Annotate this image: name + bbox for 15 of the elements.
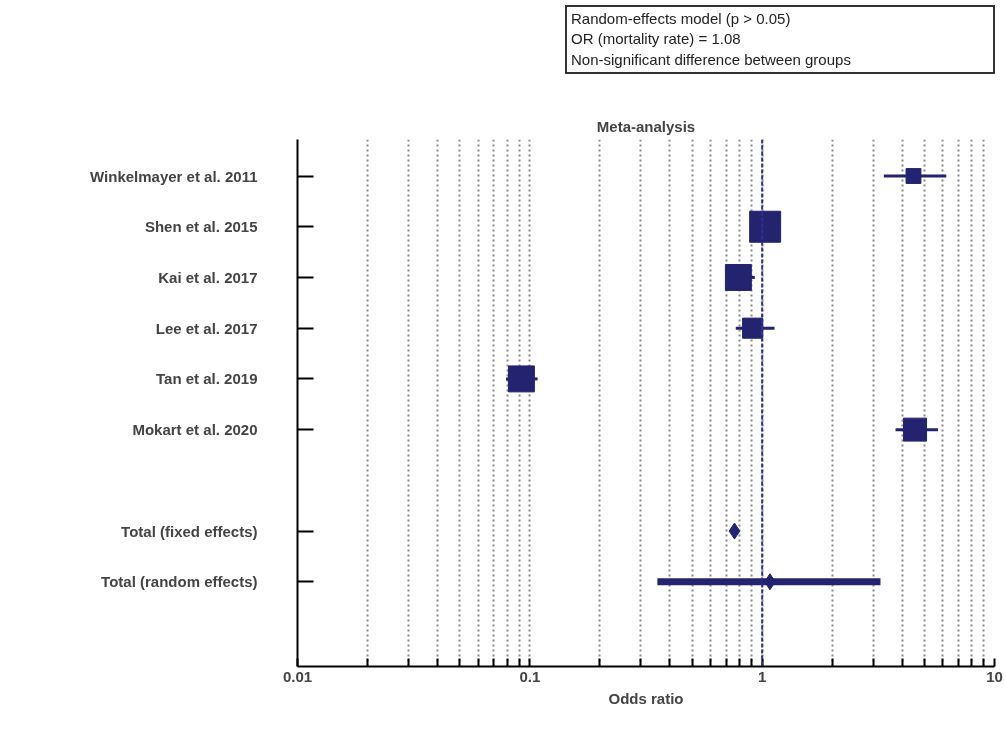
y-tick-label: Tan et al. 2019 [156, 370, 258, 388]
y-tick-label: Winkelmayer et al. 2011 [90, 167, 258, 185]
y-tick-label: Total (random effects) [101, 573, 258, 591]
y-tick-label: Lee et al. 2017 [155, 319, 258, 337]
y-tick-label: Total (fixed effects) [121, 522, 258, 540]
x-tick-label: 10 [986, 667, 1003, 685]
x-tick-label: 0.1 [519, 667, 541, 685]
text: Random-effects model (p > 0.05) OR (mortality rate) = 1.08 Non-significant difference between groups [571, 9, 851, 70]
chart-title: Meta-analysis [596, 117, 696, 135]
y-tick-label: Mokart et al. 2020 [132, 420, 258, 438]
y-tick-label: Shen et al. 2015 [144, 217, 258, 235]
x-axis-title: Odds ratio [608, 689, 684, 707]
x-tick-label: 0.01 [282, 667, 313, 685]
y-tick-label: Kai et al. 2017 [158, 268, 258, 286]
x-tick-label: 1 [758, 667, 767, 685]
